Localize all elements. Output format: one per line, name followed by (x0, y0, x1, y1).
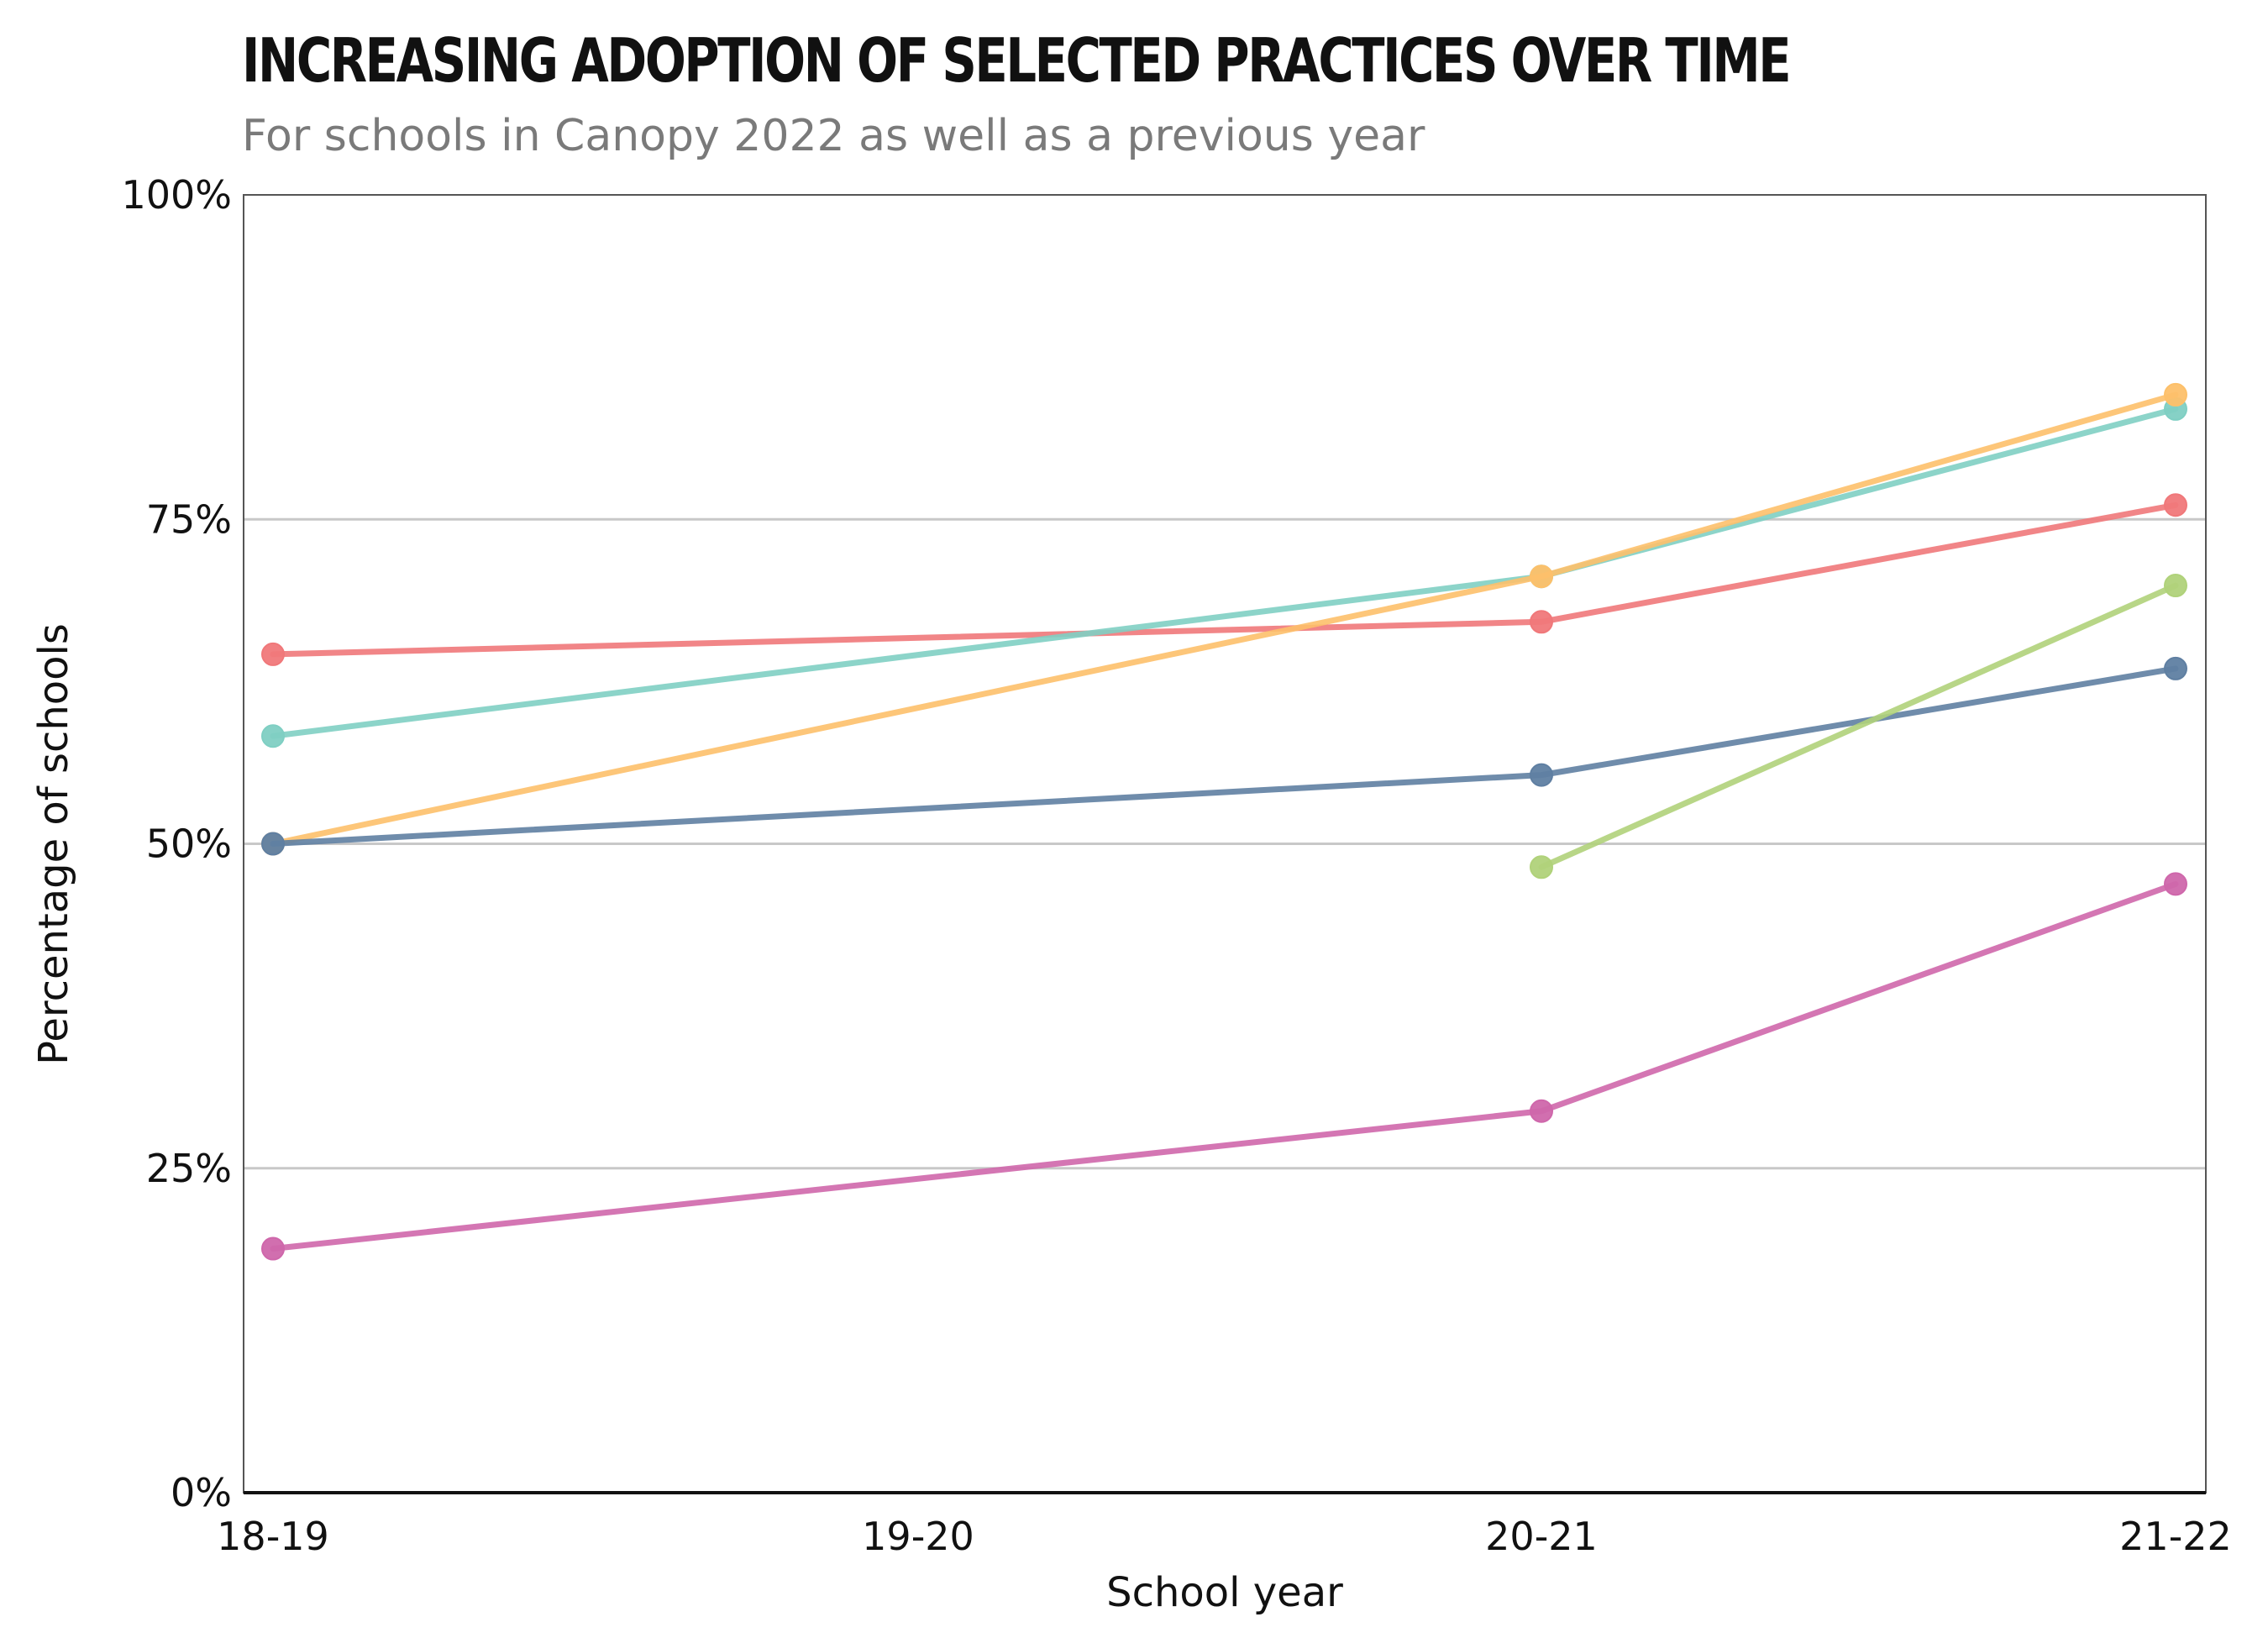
series-line (270, 501, 2179, 658)
series-line (1538, 582, 2179, 870)
x-tick-label: 20-21 (1485, 1514, 1598, 1559)
data-point (2164, 493, 2187, 517)
x-tick-label: 21-22 (2119, 1514, 2232, 1559)
y-tick-label: 100% (121, 172, 232, 218)
series-5 (261, 872, 2187, 1261)
y-tick-label: 0% (171, 1470, 232, 1515)
y-axis-label: Percentage of schools (30, 623, 77, 1065)
data-point (261, 642, 285, 666)
data-point (1530, 1099, 1553, 1123)
series-group (261, 382, 2187, 1261)
series-4 (1530, 574, 2187, 879)
series-line (270, 880, 2179, 1252)
y-tick-label: 75% (146, 496, 232, 542)
x-tick-labels: 18-19 19-20 20-21 21-22 (217, 1514, 2232, 1559)
data-point (2164, 656, 2187, 680)
x-axis-label: School year (1106, 1569, 1343, 1616)
data-point (261, 832, 285, 856)
data-point (1530, 763, 1553, 787)
series-0 (261, 493, 2187, 666)
data-point (1530, 855, 1553, 879)
series-line (270, 665, 2179, 847)
x-tick-label: 19-20 (862, 1514, 974, 1559)
chart-subtitle: For schools in Canopy 2022 as well as a … (242, 111, 1425, 161)
x-tick-label: 18-19 (217, 1514, 329, 1559)
data-point (2164, 382, 2187, 407)
chart-title: INCREASING ADOPTION OF SELECTED PRACTICE… (242, 25, 1792, 96)
data-point (1530, 610, 1553, 634)
y-tick-label: 50% (146, 822, 232, 867)
gridlines (244, 517, 2206, 1170)
y-tick-labels: 0% 25% 50% 75% 100% (121, 172, 232, 1515)
series-line (270, 406, 2179, 739)
data-point (2164, 574, 2187, 598)
series-3 (261, 656, 2187, 856)
data-point (1530, 564, 1553, 589)
data-point (261, 724, 285, 748)
data-point (261, 1236, 285, 1261)
series-1 (261, 396, 2187, 748)
data-point (2164, 872, 2187, 896)
y-tick-label: 25% (146, 1146, 232, 1191)
